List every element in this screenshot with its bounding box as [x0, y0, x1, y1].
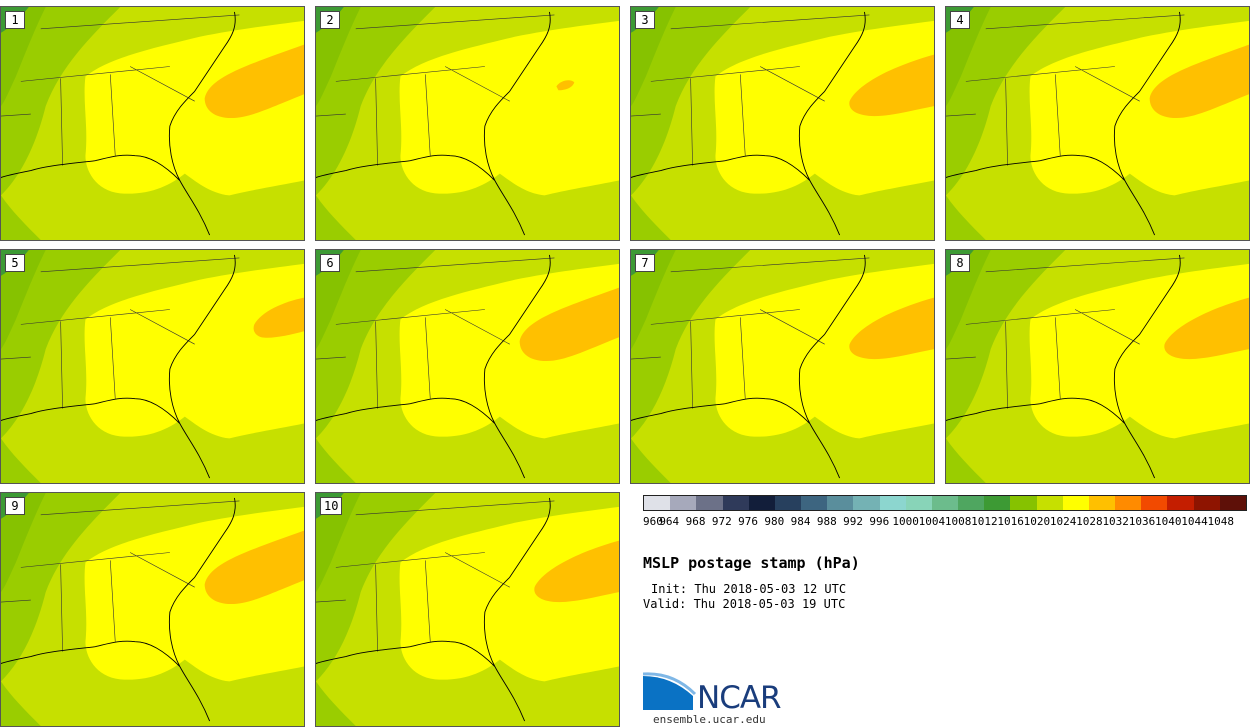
stamp-panel: 3 [630, 6, 935, 241]
colorbar-labels: 960 964 968 972 976 980 984 988 992 996 1000 1004 10… [643, 515, 1247, 529]
panel-number-label: 5 [5, 254, 25, 272]
colorbar-tick-label: 1024 [1049, 515, 1077, 528]
colorbar-swatch [905, 496, 932, 510]
mslp-map [316, 250, 619, 483]
colorbar [643, 495, 1247, 511]
colorbar-tick-label: 976 [738, 515, 758, 528]
colorbar-tick-label: 960 [643, 515, 663, 528]
colorbar-swatch [984, 496, 1011, 510]
colorbar-swatch [774, 496, 802, 510]
colorbar-tick-label: 1028 [1076, 515, 1103, 528]
panel-number-label: 7 [635, 254, 655, 272]
colorbar-swatch [1219, 496, 1246, 510]
colorbar-tick-label: 996 [869, 515, 890, 528]
colorbar-tick-label: 1032 [1102, 515, 1129, 528]
colorbar-swatch [1193, 496, 1220, 510]
colorbar-swatch [696, 496, 723, 510]
stamp-panel: 7 [630, 249, 935, 484]
ncar-logo-icon [643, 672, 697, 710]
panel-number-label: 8 [950, 254, 970, 272]
colorbar-tick-label: 1016 [997, 515, 1024, 528]
colorbar-tick-label: 968 [685, 515, 706, 528]
mslp-map [946, 7, 1249, 240]
mslp-map [1, 7, 304, 240]
mslp-map [316, 493, 619, 726]
stamp-panel: 1 [0, 6, 305, 241]
colorbar-swatch [958, 496, 985, 510]
stamp-panel: 6 [315, 249, 620, 484]
mslp-map [631, 7, 934, 240]
colorbar-tick-label: 1040 [1154, 515, 1182, 528]
valid-time: Valid: Thu 2018-05-03 19 UTC [643, 597, 846, 611]
mslp-map [946, 250, 1249, 483]
panel-number-label: 2 [320, 11, 340, 29]
mslp-map [1, 493, 304, 726]
colorbar-tick-label: 992 [843, 515, 864, 528]
ncar-logo-text: NCAR [697, 680, 782, 716]
colorbar-swatch [853, 496, 880, 510]
stamp-panel: 2 [315, 6, 620, 241]
colorbar-swatch [670, 496, 697, 510]
colorbar-tick-label: 1048 [1207, 515, 1234, 528]
colorbar-tick-label: 964 [659, 515, 680, 528]
colorbar-tick-label: 1004 [918, 515, 946, 528]
mslp-map [316, 7, 619, 240]
colorbar-tick-label: 980 [764, 515, 785, 528]
colorbar-swatch [1141, 496, 1168, 510]
colorbar-swatch [801, 496, 828, 510]
stamp-panel: 9 [0, 492, 305, 727]
colorbar-swatch [644, 496, 671, 510]
stamp-panel: 4 [945, 6, 1250, 241]
source-url: ensemble.ucar.edu [653, 713, 766, 726]
chart-title: MSLP postage stamp (hPa) [643, 554, 860, 572]
colorbar-tick-label: 972 [711, 515, 732, 528]
colorbar-swatch [1115, 496, 1142, 510]
colorbar-swatch [1010, 496, 1037, 510]
stamp-panel: 8 [945, 249, 1250, 484]
mslp-map [631, 250, 934, 483]
colorbar-swatch [1036, 496, 1063, 510]
colorbar-tick-label: 1008 [944, 515, 972, 528]
panel-number-label: 6 [320, 254, 340, 272]
panel-number-label: 10 [320, 497, 343, 515]
colorbar-swatch [879, 496, 906, 510]
panel-number-label: 3 [635, 11, 655, 29]
colorbar-swatch [931, 496, 959, 510]
stamp-panel: 10 [315, 492, 620, 727]
colorbar-swatch [748, 496, 775, 510]
colorbar-tick-label: 1036 [1128, 515, 1156, 528]
panel-number-label: 4 [950, 11, 970, 29]
colorbar-swatch [722, 496, 749, 510]
colorbar-tick-label: 1012 [971, 515, 998, 528]
colorbar-tick-label: 1020 [1023, 515, 1051, 528]
colorbar-swatch [827, 496, 854, 510]
panel-number-label: 9 [5, 497, 25, 515]
mslp-map [1, 250, 304, 483]
colorbar-tick-label: 984 [790, 515, 811, 528]
colorbar-tick-label: 1000 [892, 515, 919, 528]
colorbar-swatch [1062, 496, 1089, 510]
colorbar-tick-label: 988 [816, 515, 837, 528]
stamp-panel: 5 [0, 249, 305, 484]
init-time: Init: Thu 2018-05-03 12 UTC [651, 582, 847, 596]
colorbar-swatch [1167, 496, 1194, 510]
colorbar-tick-label: 1044 [1181, 515, 1208, 528]
colorbar-swatch [1088, 496, 1116, 510]
panel-number-label: 1 [5, 11, 25, 29]
